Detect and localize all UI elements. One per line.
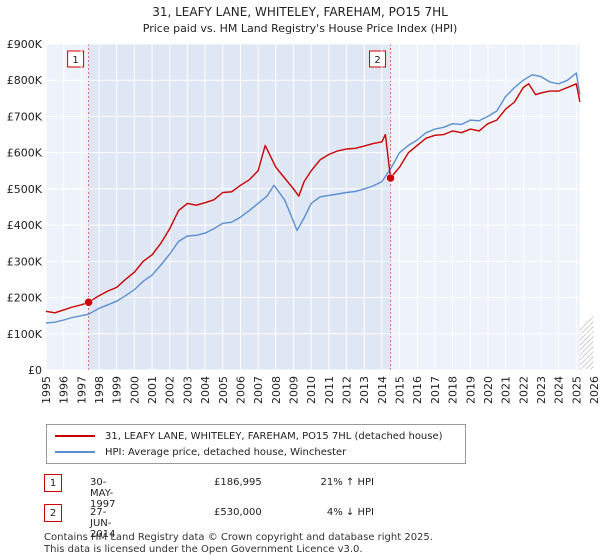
y-tick-label: £800K — [7, 74, 43, 87]
x-tick-label: 2001 — [146, 376, 159, 404]
x-tick-label: 2025 — [570, 376, 583, 404]
x-tick-label: 2008 — [270, 376, 283, 404]
series-line-property — [45, 83, 581, 314]
x-tick-label: 2000 — [128, 376, 141, 404]
legend-item-property: 31, LEAFY LANE, WHITELEY, FAREHAM, PO15 … — [55, 428, 443, 444]
x-tick-label: 2005 — [217, 376, 230, 404]
y-tick-label: £0 — [28, 364, 42, 377]
chart-title: 31, LEAFY LANE, WHITELEY, FAREHAM, PO15 … — [152, 5, 448, 19]
x-axis-ticks: 1995 1996 1997 1998 1999 2000 2001 2002 2003 2004… — [40, 376, 600, 404]
x-tick-label: 2020 — [482, 376, 495, 404]
x-tick-label: 2013 — [358, 376, 371, 404]
y-tick-label: £500K — [7, 183, 43, 196]
x-tick-label: 2021 — [500, 376, 513, 404]
x-tick-label: 2010 — [305, 376, 318, 404]
x-tick-label: 2003 — [181, 376, 194, 404]
x-tick-label: 1996 — [58, 376, 71, 404]
footer: Contains HM Land Registry data © Crown c… — [44, 532, 433, 556]
y-tick-label: £100K — [7, 328, 43, 341]
price-chart: 31, LEAFY LANE, WHITELEY, FAREHAM, PO15 … — [7, 5, 600, 404]
sale-label-1: 1 — [72, 55, 78, 66]
sale-markers — [84, 173, 395, 307]
sale-marker-badge: 1 — [44, 474, 62, 492]
x-tick-label: 2011 — [323, 376, 336, 404]
y-tick-label: £600K — [7, 147, 43, 160]
sale-point-2 — [386, 173, 395, 183]
sale-date: 30-MAY-1997 — [90, 477, 116, 510]
hatch-stroke — [595, 44, 600, 370]
x-tick-label: 2016 — [411, 376, 424, 404]
y-tick-label: £200K — [7, 292, 43, 305]
y-axis-ticks: £0 £100K £200K £300K £400K £500K £600K £700K £80… — [7, 38, 43, 377]
sale-label-2: 2 — [374, 55, 380, 66]
legend-label-property: 31, LEAFY LANE, WHITELEY, FAREHAM, PO15 … — [105, 430, 443, 442]
chart-subtitle: Price paid vs. HM Land Registry's House … — [143, 22, 458, 35]
x-tick-label: 2015 — [394, 376, 407, 404]
sale-label-box-1 — [67, 50, 85, 68]
legend-label-hpi: HPI: Average price, detached house, Winc… — [105, 446, 347, 458]
y-tick-label: £400K — [7, 219, 43, 232]
x-tick-label: 2024 — [553, 376, 566, 404]
footer-line-licence: This data is licensed under the Open Gov… — [44, 544, 363, 555]
series-line-hpi — [45, 72, 581, 324]
legend-item-hpi: HPI: Average price, detached house, Winc… — [55, 444, 346, 460]
sale-hpi-diff: 21% ↑ HPI — [320, 477, 374, 488]
x-tick-label: 2004 — [199, 376, 212, 404]
x-tick-label: 2018 — [447, 376, 460, 404]
x-tick-label: 2012 — [341, 376, 354, 404]
x-tick-label: 1999 — [111, 376, 124, 404]
x-tick-label: 2022 — [517, 376, 530, 404]
x-tick-label: 2019 — [464, 376, 477, 404]
sale-price: £530,000 — [214, 507, 262, 518]
sale-date: 27-JUN-2014 — [90, 507, 116, 540]
y-tick-label: £300K — [7, 255, 43, 268]
x-tick-label: 2002 — [164, 376, 177, 404]
series-lines — [45, 72, 581, 324]
x-tick-label: 2007 — [252, 376, 265, 404]
legend-swatch-property — [55, 435, 95, 437]
x-tick-label: 2014 — [376, 376, 389, 404]
sale-marker-badge: 2 — [44, 504, 62, 522]
x-tick-label: 2009 — [287, 376, 300, 404]
sale-period-band — [88, 44, 391, 370]
x-tick-label: 2026 — [588, 376, 600, 404]
x-tick-label: 2023 — [535, 376, 548, 404]
sale-price: £186,995 — [214, 477, 262, 488]
x-tick-label: 1995 — [40, 376, 53, 404]
x-tick-label: 2017 — [429, 376, 442, 404]
sale-hpi-diff: 4% ↓ HPI — [326, 507, 374, 518]
footer-line-copyright: Contains HM Land Registry data © Crown c… — [44, 532, 433, 543]
x-tick-label: 1998 — [93, 376, 106, 404]
future-hatch — [579, 44, 600, 370]
x-tick-label: 2006 — [234, 376, 247, 404]
gridlines — [45, 43, 595, 371]
legend-swatch-hpi — [55, 451, 95, 453]
sale-point-1 — [84, 298, 93, 307]
chart-legend: 31, LEAFY LANE, WHITELEY, FAREHAM, PO15 … — [46, 424, 466, 464]
future-region — [579, 44, 594, 370]
y-tick-label: £700K — [7, 110, 43, 123]
y-tick-label: £900K — [7, 38, 43, 51]
x-tick-label: 1997 — [75, 376, 88, 404]
